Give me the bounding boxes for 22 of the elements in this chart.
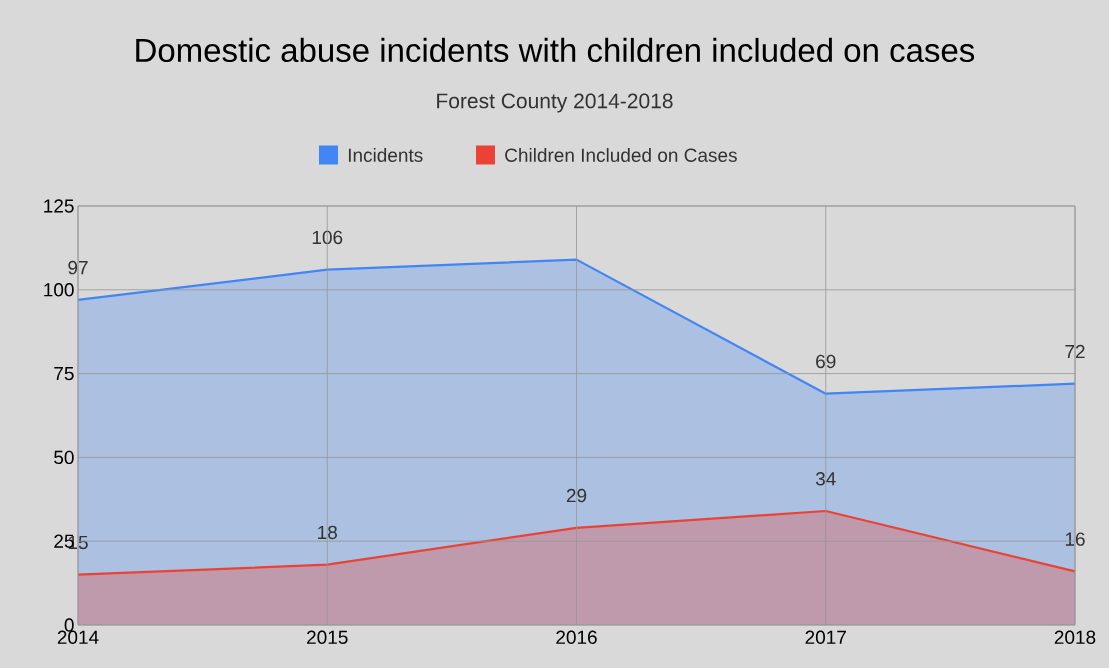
x-tick-label: 2016	[556, 630, 597, 644]
data-label: 69	[816, 354, 836, 369]
y-tick-label: 75	[54, 366, 74, 381]
data-label: 106	[312, 230, 343, 245]
y-tick-label: 50	[54, 450, 74, 465]
y-tick-label: 100	[44, 283, 74, 297]
chart-subtitle: Forest County 2014-2018	[437, 93, 673, 113]
legend-label: Incidents	[348, 148, 423, 162]
data-label: 72	[1065, 344, 1085, 359]
x-tick-label: 2015	[307, 630, 348, 644]
data-label: 97	[68, 260, 88, 275]
legend-label: Children Included on Cases	[505, 148, 737, 162]
data-label: 34	[815, 472, 836, 486]
x-tick-label: 2018	[1054, 630, 1096, 644]
x-tick-label: 2014	[57, 630, 99, 644]
x-tick-label: 2017	[805, 630, 846, 644]
y-tick-label: 0	[64, 618, 74, 632]
chart-title: Domestic abuse incidents with children included on cases	[136, 37, 975, 63]
data-label: 18	[318, 525, 337, 540]
data-label: 16	[1065, 532, 1085, 546]
data-label: 29	[566, 488, 587, 503]
y-tick-label: 125	[44, 199, 74, 213]
